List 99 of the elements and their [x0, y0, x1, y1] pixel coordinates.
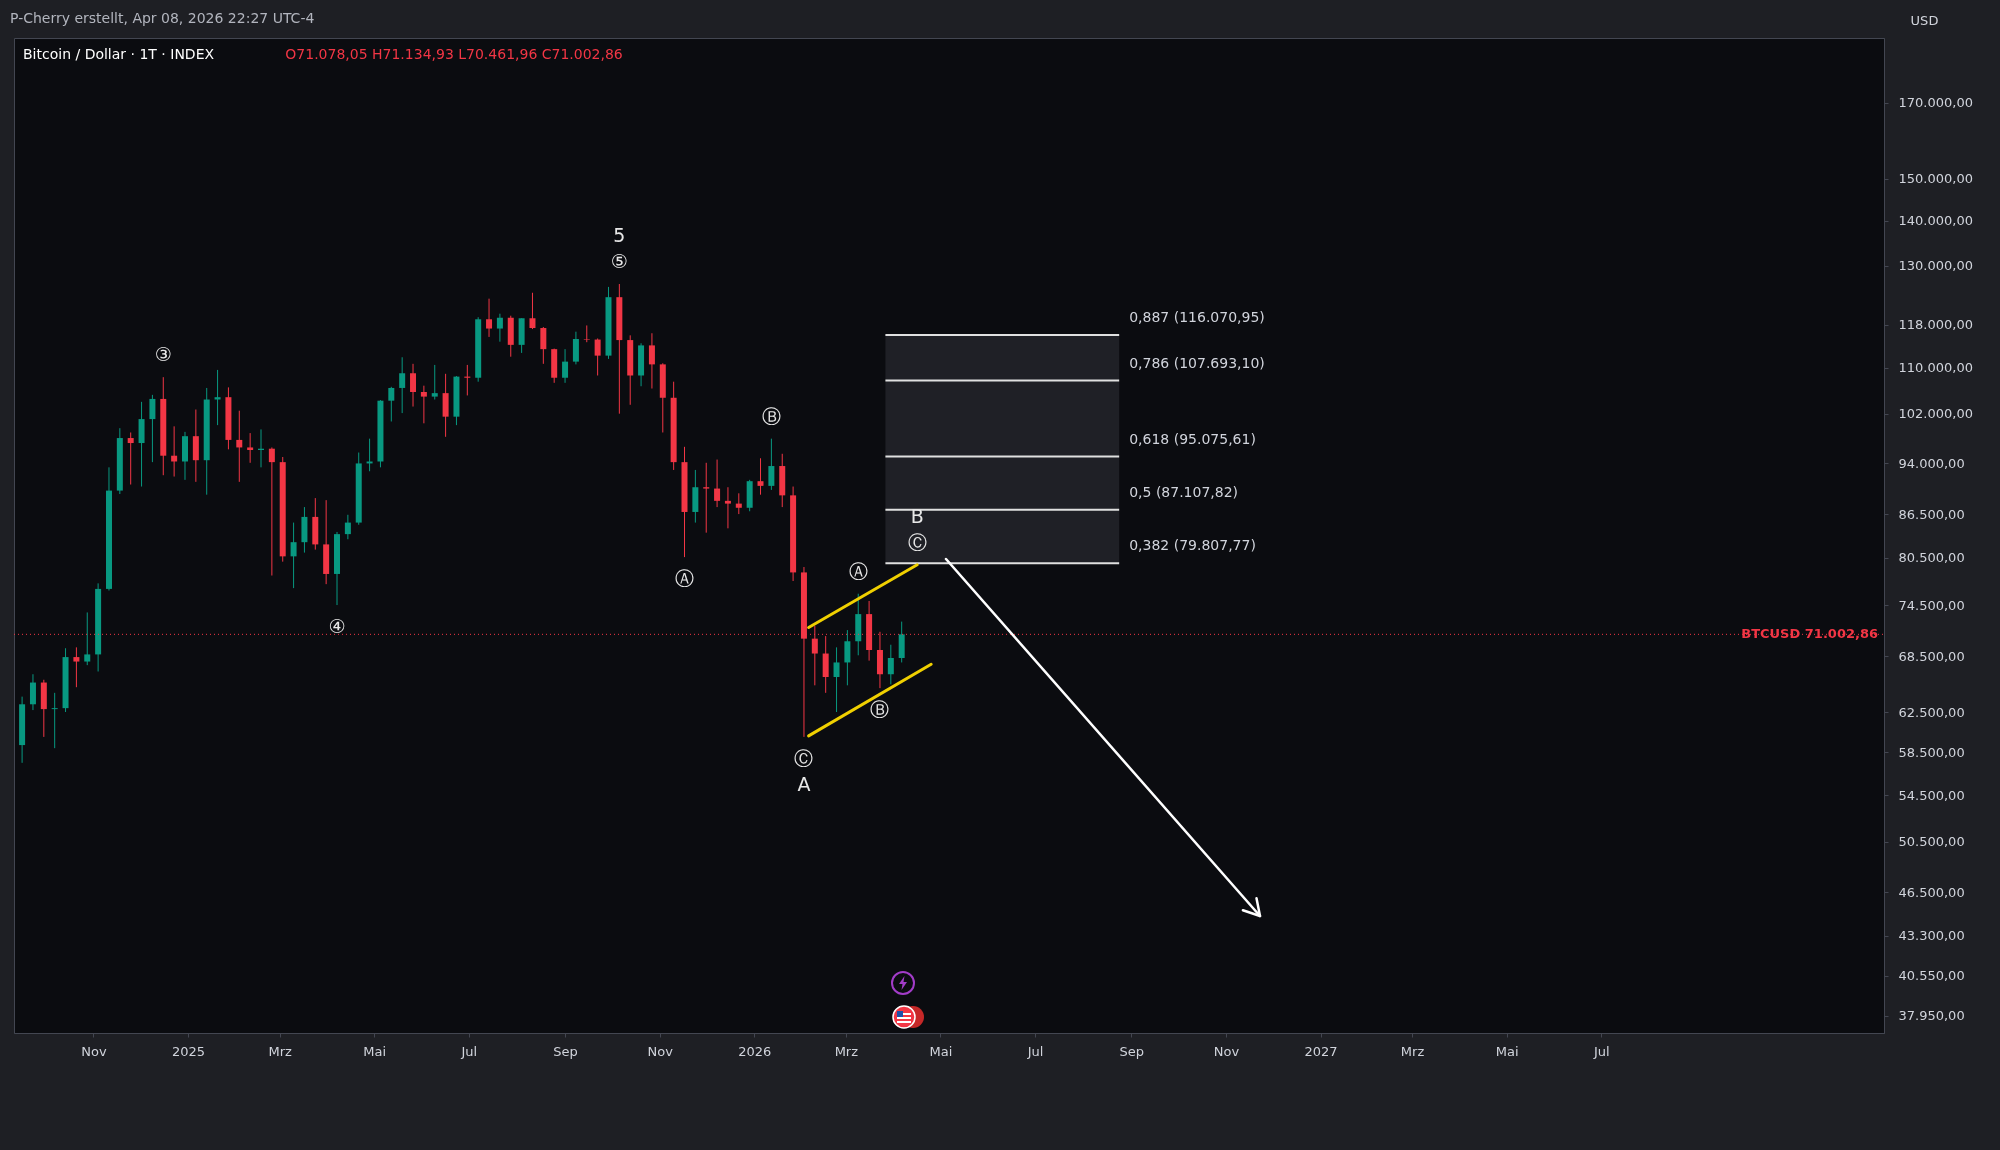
- x-tick-label: Mrz: [268, 1043, 292, 1059]
- candlestick: [844, 629, 851, 686]
- annotation: Ⓒ: [794, 746, 814, 769]
- candlestick: [84, 611, 91, 666]
- ref-line-label: 0,887 (116.070,95): [1129, 308, 1265, 325]
- candlestick: [388, 386, 395, 422]
- candlestick: [29, 673, 36, 711]
- x-tick-label: Mrz: [1400, 1043, 1425, 1059]
- candlestick: [529, 292, 536, 330]
- ref-line-label: 0,5 (87.107,82): [1129, 483, 1239, 500]
- x-tick-label: 2026: [738, 1043, 772, 1059]
- annotation: A: [797, 772, 811, 795]
- y-tick-label: 74.500,00: [1898, 597, 1965, 613]
- y-tick-label: 46.500,00: [1898, 884, 1965, 900]
- y-axis-title: USD: [1910, 12, 1939, 28]
- y-tick-label: 50.500,00: [1898, 834, 1965, 850]
- annotation: Ⓐ: [675, 567, 694, 590]
- x-tick-label: Mai: [929, 1043, 953, 1059]
- y-tick-label: 140.000,00: [1898, 213, 1973, 229]
- annotation: ⑤: [610, 250, 628, 273]
- candlestick: [236, 410, 243, 483]
- y-tick-label: 54.500,00: [1898, 787, 1965, 803]
- y-tick-label: 170.000,00: [1898, 95, 1973, 111]
- y-tick-label: 40.550,00: [1898, 968, 1965, 984]
- x-tick-label: Jul: [1592, 1043, 1610, 1059]
- candlestick: [583, 324, 590, 343]
- candlestick: [887, 644, 894, 685]
- x-tick-label: Mrz: [834, 1043, 859, 1059]
- text: Bitcoin / Dollar · 1T · INDEX: [23, 46, 215, 62]
- x-tick-label: Sep: [1119, 1043, 1145, 1059]
- x-tick-label: 2025: [172, 1043, 206, 1059]
- annotation: Ⓒ: [907, 530, 927, 553]
- x-tick-label: Sep: [553, 1043, 578, 1059]
- candlestick: [496, 313, 503, 343]
- y-tick-label: 80.500,00: [1898, 550, 1965, 566]
- candlestick: [648, 332, 655, 390]
- y-tick-label: 43.300,00: [1898, 928, 1965, 944]
- annotation: ③: [154, 343, 172, 366]
- y-tick-label: 130.000,00: [1898, 258, 1973, 274]
- candlestick: [822, 635, 829, 694]
- candlestick: [149, 394, 156, 463]
- candlestick: [51, 692, 58, 749]
- text: O71.078,05 H71.134,93 L70.461,96 C71.002,86: [285, 46, 623, 62]
- candlestick: [138, 401, 145, 488]
- candlestick: [594, 338, 601, 376]
- candlestick: [833, 646, 840, 713]
- candlestick: [562, 348, 569, 384]
- annotation: ④: [328, 615, 346, 638]
- x-tick-label: Jul: [460, 1043, 478, 1059]
- candlestick: [344, 514, 351, 540]
- x-tick-label: Jul: [1026, 1043, 1044, 1059]
- ref-line-label: 0,786 (107.693,10): [1129, 354, 1265, 371]
- candlestick: [366, 438, 373, 472]
- candlestick: [898, 621, 905, 663]
- ref-line-label: 0,382 (79.807,77): [1129, 537, 1256, 554]
- y-tick-label: 94.000,00: [1898, 455, 1965, 471]
- candlestick: [290, 522, 297, 589]
- y-tick-label: 110.000,00: [1898, 360, 1973, 376]
- candlestick: [410, 363, 417, 408]
- candlestick: [724, 486, 731, 529]
- candlestick: [73, 646, 80, 688]
- candlestick: [714, 459, 721, 508]
- x-tick-label: Nov: [81, 1043, 107, 1059]
- candlestick: [442, 373, 449, 438]
- candlestick: [572, 331, 579, 365]
- annotation: B: [910, 504, 924, 527]
- x-tick-label: Nov: [1213, 1043, 1240, 1059]
- y-tick-label: 37.950,00: [1898, 1008, 1965, 1024]
- candlestick: [247, 432, 254, 464]
- candlestick: [735, 492, 742, 515]
- annotation: Ⓑ: [870, 698, 890, 721]
- candlestick: [127, 431, 134, 486]
- text: P-Cherry erstellt, Apr 08, 2026 22:27 UTC-4: [10, 10, 315, 26]
- candlestick: [268, 446, 275, 577]
- y-tick-label: 68.500,00: [1898, 648, 1965, 664]
- x-tick-label: 2027: [1304, 1043, 1338, 1059]
- candlestick: [431, 364, 438, 401]
- ref-line-label: 0,618 (95.075,61): [1129, 430, 1256, 447]
- ref-line-label: BTCUSD 71.002,86: [1741, 626, 1878, 642]
- annotation: Ⓐ: [848, 559, 868, 582]
- y-tick-label: 62.500,00: [1898, 704, 1965, 720]
- x-tick-label: Mai: [1495, 1043, 1519, 1059]
- x-tick-label: Nov: [647, 1043, 674, 1059]
- candlestick: [420, 385, 427, 424]
- candlestick: [399, 356, 406, 414]
- y-tick-label: 150.000,00: [1898, 171, 1973, 187]
- x-tick-label: Mai: [363, 1043, 387, 1059]
- candlestick: [703, 462, 710, 534]
- candlestick: [757, 457, 764, 496]
- y-tick-label: 58.500,00: [1898, 744, 1965, 760]
- annotation: 5: [613, 224, 626, 247]
- candlestick: [540, 326, 547, 365]
- y-tick-label: 102.000,00: [1898, 406, 1973, 422]
- y-tick-label: 86.500,00: [1898, 506, 1965, 522]
- candlestick: [768, 438, 775, 491]
- annotation: Ⓑ: [761, 404, 781, 427]
- candlestick: [486, 298, 493, 338]
- y-tick-label: 118.000,00: [1898, 317, 1973, 333]
- candlestick: [214, 369, 221, 426]
